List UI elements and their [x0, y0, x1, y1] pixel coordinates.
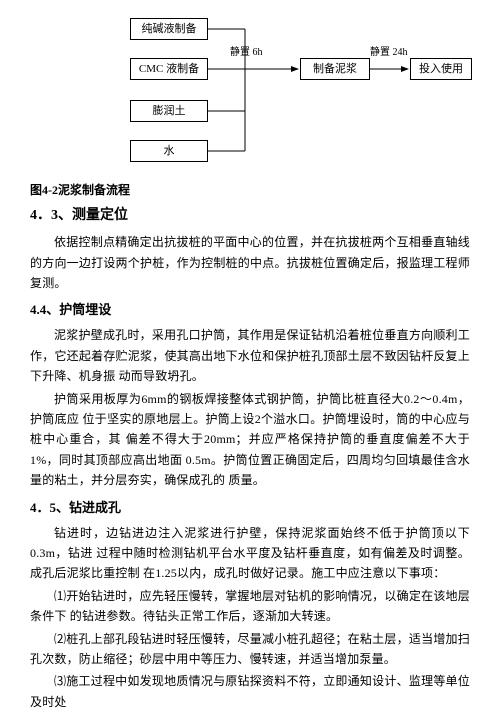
list-item-2: ⑵桩孔上部孔段钻进时轻压慢转，尽量减小桩孔超径；在粘土层，适当增加扫孔次数，防止… — [30, 629, 470, 670]
flowchart-node: 纯碱液制备 — [130, 18, 208, 40]
flowchart-node: 膨润土 — [130, 100, 208, 122]
flowchart-edge-label: 静置 24h — [370, 44, 408, 61]
para-4-5-1: 钻进时，边钻进边注入泥浆进行护壁，保持泥浆面始终不低于护筒顶以下0.3m，钻进 … — [30, 523, 470, 584]
list-item-1: ⑴开始钻进时，应先轻压慢转，掌握地层对钻机的影响情况，以确定在该地层条件下 的钻… — [30, 586, 470, 627]
para-4-3: 依据控制点精确定出抗拔桩的平面中心的位置，并在抗拔桩两个互相垂直轴线的方向一边打… — [30, 232, 470, 293]
flowchart-node: 制备泥浆 — [300, 58, 370, 80]
flowchart-node: CMC 液制备 — [130, 58, 208, 80]
heading-4-4: 4.4、护筒埋设 — [30, 299, 470, 321]
flowchart-node: 水 — [130, 140, 208, 162]
flowchart-edge-label: 静置 6h — [230, 44, 263, 61]
flowchart: 纯碱液制备 CMC 液制备膨润土水 制备泥浆 投入使用 静置 6h 静置 24h — [90, 18, 470, 176]
para-4-4-2: 护筒采用板厚为6mm的钢板焊接整体式钢护筒，护筒比桩直径大0.2～0.4m，护筒… — [30, 389, 470, 491]
flowchart-node: 投入使用 — [410, 58, 472, 80]
figure-caption: 图4-2泥浆制备流程 — [30, 180, 470, 200]
heading-4-5: 4．5、钻进成孔 — [30, 497, 470, 519]
para-4-4-1: 泥浆护壁成孔时，采用孔口护筒，其作用是保证钻机沿着桩位垂直方向顺利工作，它还起着… — [30, 325, 470, 386]
list-item-3: ⑶施工过程中如发现地质情况与原钻探资料不符，立即通知设计、监理等单位及时处 — [30, 671, 470, 712]
heading-4-3: 4．3、测量定位 — [30, 204, 470, 228]
